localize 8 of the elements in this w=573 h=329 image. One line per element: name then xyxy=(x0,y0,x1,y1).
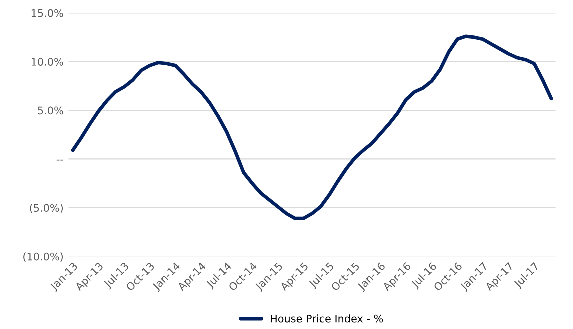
y-tick-label: (5.0%) xyxy=(30,204,64,214)
y-tick-label: 15.0% xyxy=(32,9,64,18)
y-tick-label: (10.0%) xyxy=(24,252,64,262)
y-tick-label: 5.0% xyxy=(38,106,64,115)
legend-label: House Price Index - % xyxy=(271,314,384,323)
line-series xyxy=(71,34,554,220)
y-tick-label: -- xyxy=(56,160,64,161)
y-tick-label: 10.0% xyxy=(32,58,64,66)
